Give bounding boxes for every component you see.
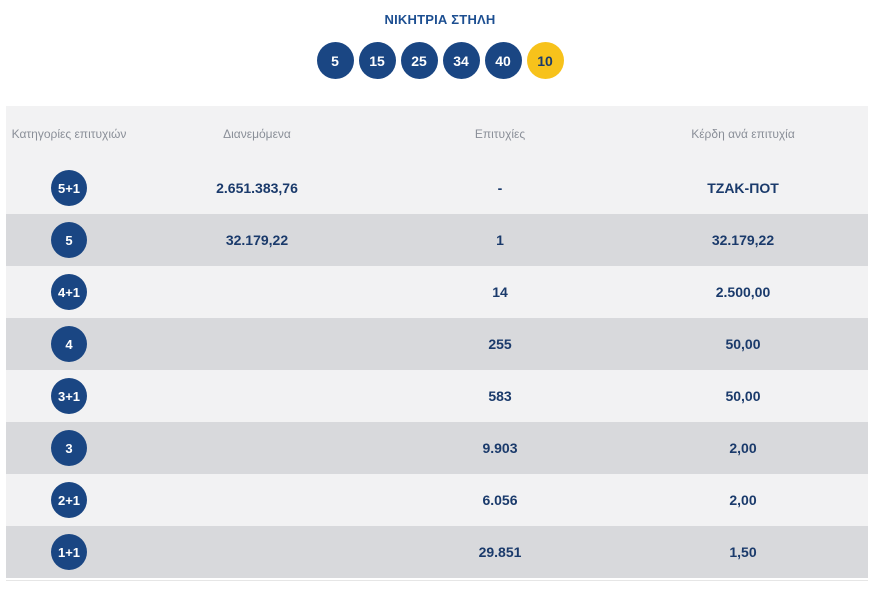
category-badge: 5+1	[51, 170, 87, 206]
prize-value: 2,00	[729, 492, 757, 508]
winners-value: 1	[496, 232, 504, 248]
winning-number-ball: 5	[316, 42, 354, 79]
winners-value: 9.903	[482, 440, 518, 456]
header-prize: Κέρδη ανά επιτυχία	[691, 126, 795, 141]
prize-value: 50,00	[725, 388, 761, 404]
header-category: Κατηγορίες επιτυχιών	[11, 126, 127, 141]
winners-value: 6.056	[482, 492, 518, 508]
winners-value: 29.851	[478, 544, 522, 560]
winning-number-ball: 34	[442, 42, 480, 79]
table-row: 2+1 6.056 2,00	[6, 474, 868, 526]
winners-value: -	[497, 180, 503, 196]
category-badge: 1+1	[51, 534, 87, 570]
divider	[6, 580, 868, 581]
header-winners: Επιτυχίες	[474, 126, 526, 141]
category-badge: 4	[51, 326, 87, 362]
prize-value: 2.500,00	[715, 284, 771, 300]
distributed-value: 2.651.383,76	[216, 180, 298, 196]
table-row: 5+1 2.651.383,76 - ΤΖΑΚ-ΠΟΤ	[6, 162, 868, 214]
category-badge: 5	[51, 222, 87, 258]
distributed-value: 32.179,22	[225, 232, 289, 248]
winning-number-ball: 25	[400, 42, 438, 79]
table-row: 5 32.179,22 1 32.179,22	[6, 214, 868, 266]
winners-value: 14	[492, 284, 508, 300]
prize-table: Κατηγορίες επιτυχιών Διανεμόμενα Επιτυχί…	[6, 106, 868, 578]
winners-value: 583	[488, 388, 512, 404]
winning-column-title: ΝΙΚΗΤΡΙΑ ΣΤΗΛΗ	[384, 12, 496, 27]
bonus-number-ball: 10	[526, 42, 564, 79]
category-badge: 4+1	[51, 274, 87, 310]
category-badge: 3+1	[51, 378, 87, 414]
prize-value: ΤΖΑΚ-ΠΟΤ	[707, 180, 779, 196]
winning-numbers: 5 15 25 34 40 10	[0, 42, 880, 79]
prize-value: 2,00	[729, 440, 757, 456]
table-row: 3+1 583 50,00	[6, 370, 868, 422]
winning-number-ball: 40	[484, 42, 522, 79]
table-header-row: Κατηγορίες επιτυχιών Διανεμόμενα Επιτυχί…	[6, 106, 868, 162]
table-row: 4 255 50,00	[6, 318, 868, 370]
winning-number-ball: 15	[358, 42, 396, 79]
category-badge: 3	[51, 430, 87, 466]
prize-value: 32.179,22	[711, 232, 775, 248]
table-row: 1+1 29.851 1,50	[6, 526, 868, 578]
prize-value: 50,00	[725, 336, 761, 352]
winners-value: 255	[488, 336, 512, 352]
table-row: 3 9.903 2,00	[6, 422, 868, 474]
category-badge: 2+1	[51, 482, 87, 518]
prize-value: 1,50	[729, 544, 757, 560]
header-distributed: Διανεμόμενα	[223, 126, 291, 141]
table-row: 4+1 14 2.500,00	[6, 266, 868, 318]
